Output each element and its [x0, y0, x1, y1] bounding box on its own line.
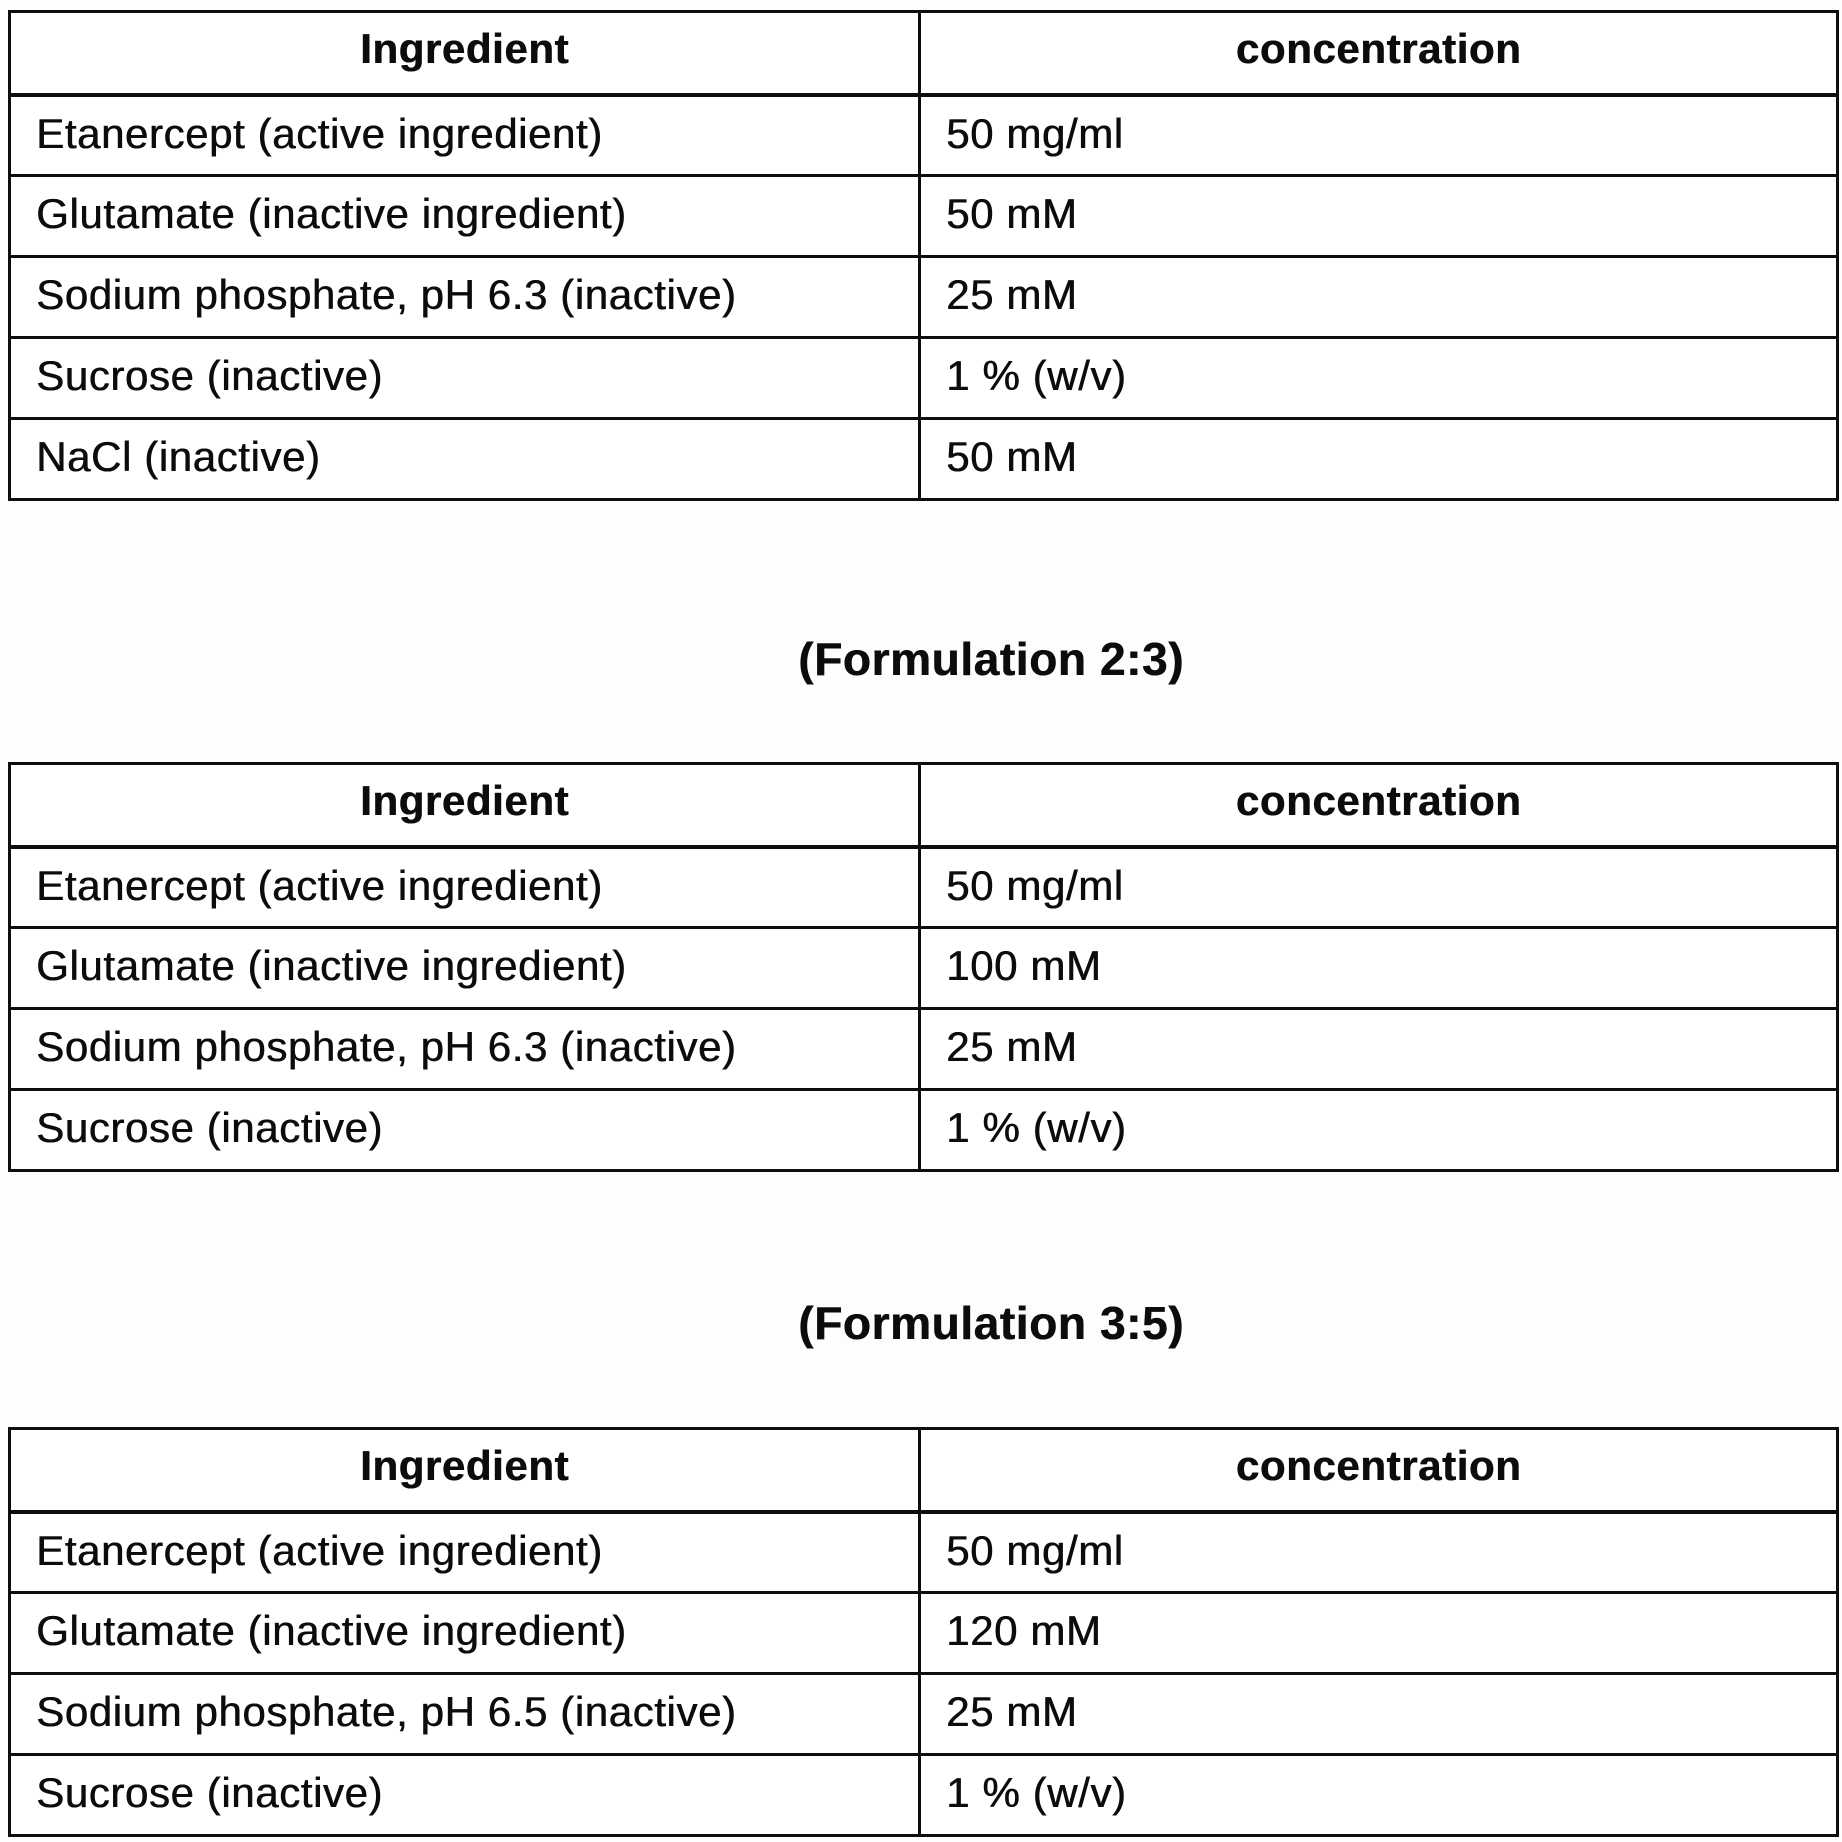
concentration-cell: 25 mM: [918, 1007, 1839, 1091]
ingredient-cell: Sodium phosphate, pH 6.5 (inactive): [8, 1672, 921, 1756]
concentration-cell: 50 mM: [918, 174, 1839, 258]
header-concentration: concentration: [918, 10, 1839, 97]
header-ingredient: Ingredient: [8, 1427, 921, 1514]
concentration-cell: 120 mM: [918, 1591, 1839, 1675]
formulation-3-5-heading: (Formulation 3:5): [798, 1297, 1184, 1349]
table-row: NaCl (inactive) 50 mM: [8, 417, 1839, 501]
ingredient-cell: Sucrose (inactive): [8, 336, 921, 420]
ingredient-cell: Glutamate (inactive ingredient): [8, 926, 921, 1010]
table-row: Etanercept (active ingredient) 50 mg/ml: [8, 845, 1839, 929]
ingredient-cell: Etanercept (active ingredient): [8, 845, 921, 929]
formulation-table-3: Ingredient concentration Etanercept (act…: [8, 1427, 1839, 1837]
table-row: Etanercept (active ingredient) 50 mg/ml: [8, 93, 1839, 177]
ingredient-cell: NaCl (inactive): [8, 417, 921, 501]
table-row: Sucrose (inactive) 1 % (w/v): [8, 1088, 1839, 1172]
table-header-row: Ingredient concentration: [8, 762, 1839, 849]
table-row: Sodium phosphate, pH 6.3 (inactive) 25 m…: [8, 255, 1839, 339]
concentration-cell: 50 mg/ml: [918, 845, 1839, 929]
ingredient-cell: Sucrose (inactive): [8, 1088, 921, 1172]
header-concentration: concentration: [918, 1427, 1839, 1514]
formulation-2-3-heading: (Formulation 2:3): [798, 633, 1184, 685]
formulation-table-1: Ingredient concentration Etanercept (act…: [8, 10, 1839, 501]
concentration-cell: 1 % (w/v): [918, 336, 1839, 420]
table-row: Glutamate (inactive ingredient) 100 mM: [8, 926, 1839, 1010]
ingredient-cell: Sucrose (inactive): [8, 1753, 921, 1837]
table-row: Sodium phosphate, pH 6.3 (inactive) 25 m…: [8, 1007, 1839, 1091]
concentration-cell: 25 mM: [918, 255, 1839, 339]
header-ingredient: Ingredient: [8, 762, 921, 849]
concentration-cell: 25 mM: [918, 1672, 1839, 1756]
concentration-cell: 1 % (w/v): [918, 1088, 1839, 1172]
table-row: Glutamate (inactive ingredient) 50 mM: [8, 174, 1839, 258]
concentration-cell: 50 mM: [918, 417, 1839, 501]
table-row: Sucrose (inactive) 1 % (w/v): [8, 1753, 1839, 1837]
concentration-cell: 50 mg/ml: [918, 93, 1839, 177]
ingredient-cell: Etanercept (active ingredient): [8, 1510, 921, 1594]
ingredient-cell: Sodium phosphate, pH 6.3 (inactive): [8, 1007, 921, 1091]
table-header-row: Ingredient concentration: [8, 1427, 1839, 1514]
formulation-table-2: Ingredient concentration Etanercept (act…: [8, 762, 1839, 1172]
ingredient-cell: Sodium phosphate, pH 6.3 (inactive): [8, 255, 921, 339]
table-row: Etanercept (active ingredient) 50 mg/ml: [8, 1510, 1839, 1594]
ingredient-cell: Etanercept (active ingredient): [8, 93, 921, 177]
table-row: Sodium phosphate, pH 6.5 (inactive) 25 m…: [8, 1672, 1839, 1756]
ingredient-cell: Glutamate (inactive ingredient): [8, 1591, 921, 1675]
concentration-cell: 1 % (w/v): [918, 1753, 1839, 1837]
ingredient-cell: Glutamate (inactive ingredient): [8, 174, 921, 258]
table-row: Glutamate (inactive ingredient) 120 mM: [8, 1591, 1839, 1675]
header-concentration: concentration: [918, 762, 1839, 849]
concentration-cell: 50 mg/ml: [918, 1510, 1839, 1594]
concentration-cell: 100 mM: [918, 926, 1839, 1010]
table-row: Sucrose (inactive) 1 % (w/v): [8, 336, 1839, 420]
header-ingredient: Ingredient: [8, 10, 921, 97]
table-header-row: Ingredient concentration: [8, 10, 1839, 97]
